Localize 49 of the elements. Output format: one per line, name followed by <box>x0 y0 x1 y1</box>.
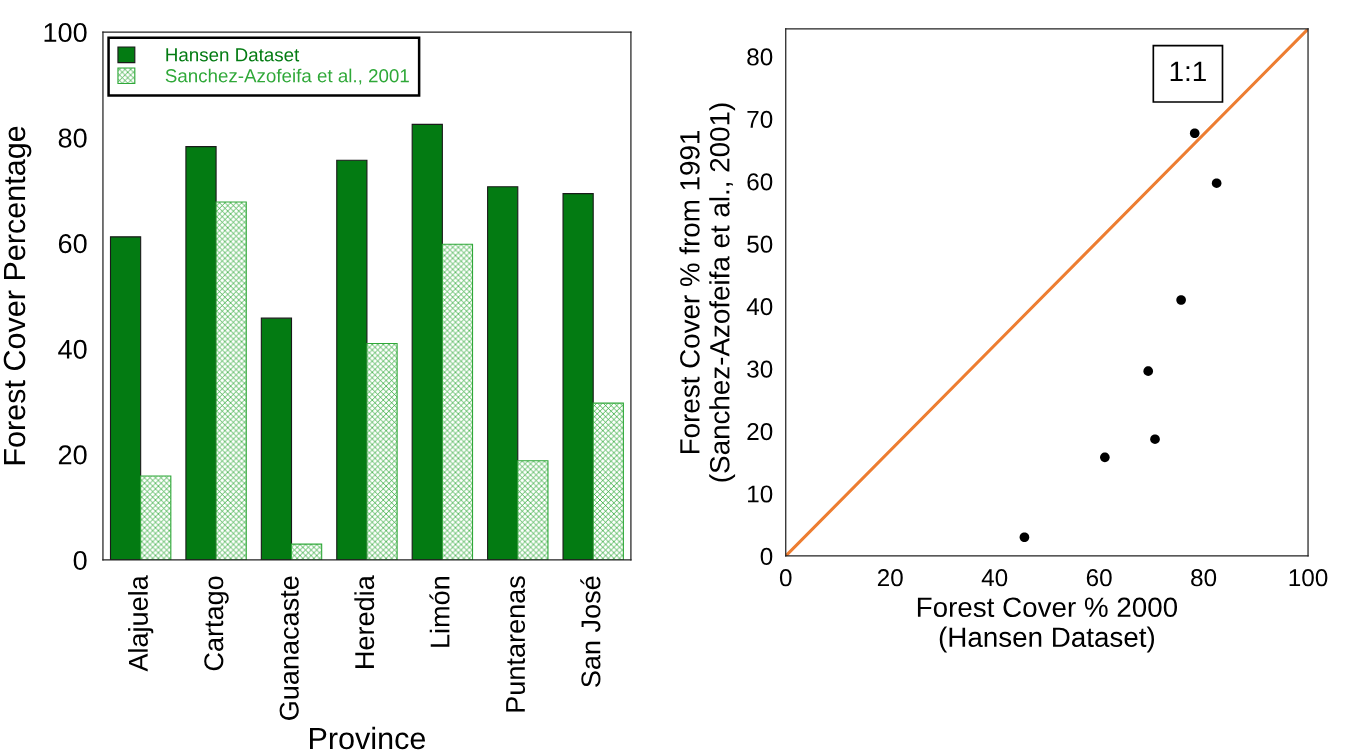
point <box>1100 452 1110 463</box>
y-tick-label: 20 <box>58 445 87 465</box>
bar <box>215 201 247 560</box>
y-axis-title: Forest Cover Percentage <box>3 126 32 465</box>
x-tick-label: Limón <box>429 577 450 647</box>
y-tick-label: 80 <box>58 128 87 148</box>
y-tick-label: 40 <box>746 298 773 316</box>
y-tick-label: 60 <box>747 173 773 191</box>
series-label: 1:1 <box>1170 61 1206 81</box>
bar <box>441 243 474 560</box>
legend-label: Sanchez-Azofeifa et al., 2001 <box>165 68 409 85</box>
y-tick-label: 70 <box>747 110 773 128</box>
y-tick-label: 80 <box>747 48 773 66</box>
x-tick-label: Puntarenas <box>506 576 526 712</box>
point <box>1176 295 1186 305</box>
x-axis-title: Province <box>310 726 426 750</box>
y-tick-label: 50 <box>747 235 773 253</box>
x-tick-label: 40 <box>981 569 1008 587</box>
y-tick-label: 20 <box>747 422 773 441</box>
x-tick-label: Heredia <box>354 575 375 668</box>
y-tick-label: 0 <box>760 547 773 566</box>
y-tick-label: 30 <box>747 360 773 378</box>
x-tick-label: Guanacaste <box>279 576 299 720</box>
x-tick-label: 60 <box>1086 569 1112 587</box>
point <box>1019 532 1030 543</box>
x-tick-label: San José <box>580 576 601 687</box>
bar <box>592 402 624 560</box>
x-tick-label: 80 <box>1191 569 1217 587</box>
x-tick-label: 100 <box>1289 569 1328 587</box>
y-axis-title: Forest Cover % from 1991 (Sanchez-Azofeifa et al., 2001) <box>679 103 736 482</box>
y-tick-label: 100 <box>44 22 87 43</box>
point <box>1211 178 1222 189</box>
y-tick-label: 40 <box>58 339 87 359</box>
x-tick-label: Cartago <box>204 576 229 671</box>
point <box>1143 366 1154 376</box>
y-tick-label: 0 <box>73 550 87 571</box>
x-axis-title: Forest Cover % 2000 (Hansen Dataset) <box>917 597 1178 653</box>
bar <box>290 543 323 560</box>
bar <box>517 460 549 560</box>
x-tick-label: Alajuela <box>128 575 154 672</box>
bar <box>366 342 398 560</box>
point <box>1189 128 1200 139</box>
y-tick-label: 60 <box>58 234 87 254</box>
x-tick-label: 20 <box>877 569 903 587</box>
x-tick-label: 0 <box>779 569 792 587</box>
point <box>1150 434 1160 445</box>
legend-label: Hansen Dataset <box>166 48 300 62</box>
bar <box>140 475 172 560</box>
y-tick-label: 10 <box>748 485 773 503</box>
